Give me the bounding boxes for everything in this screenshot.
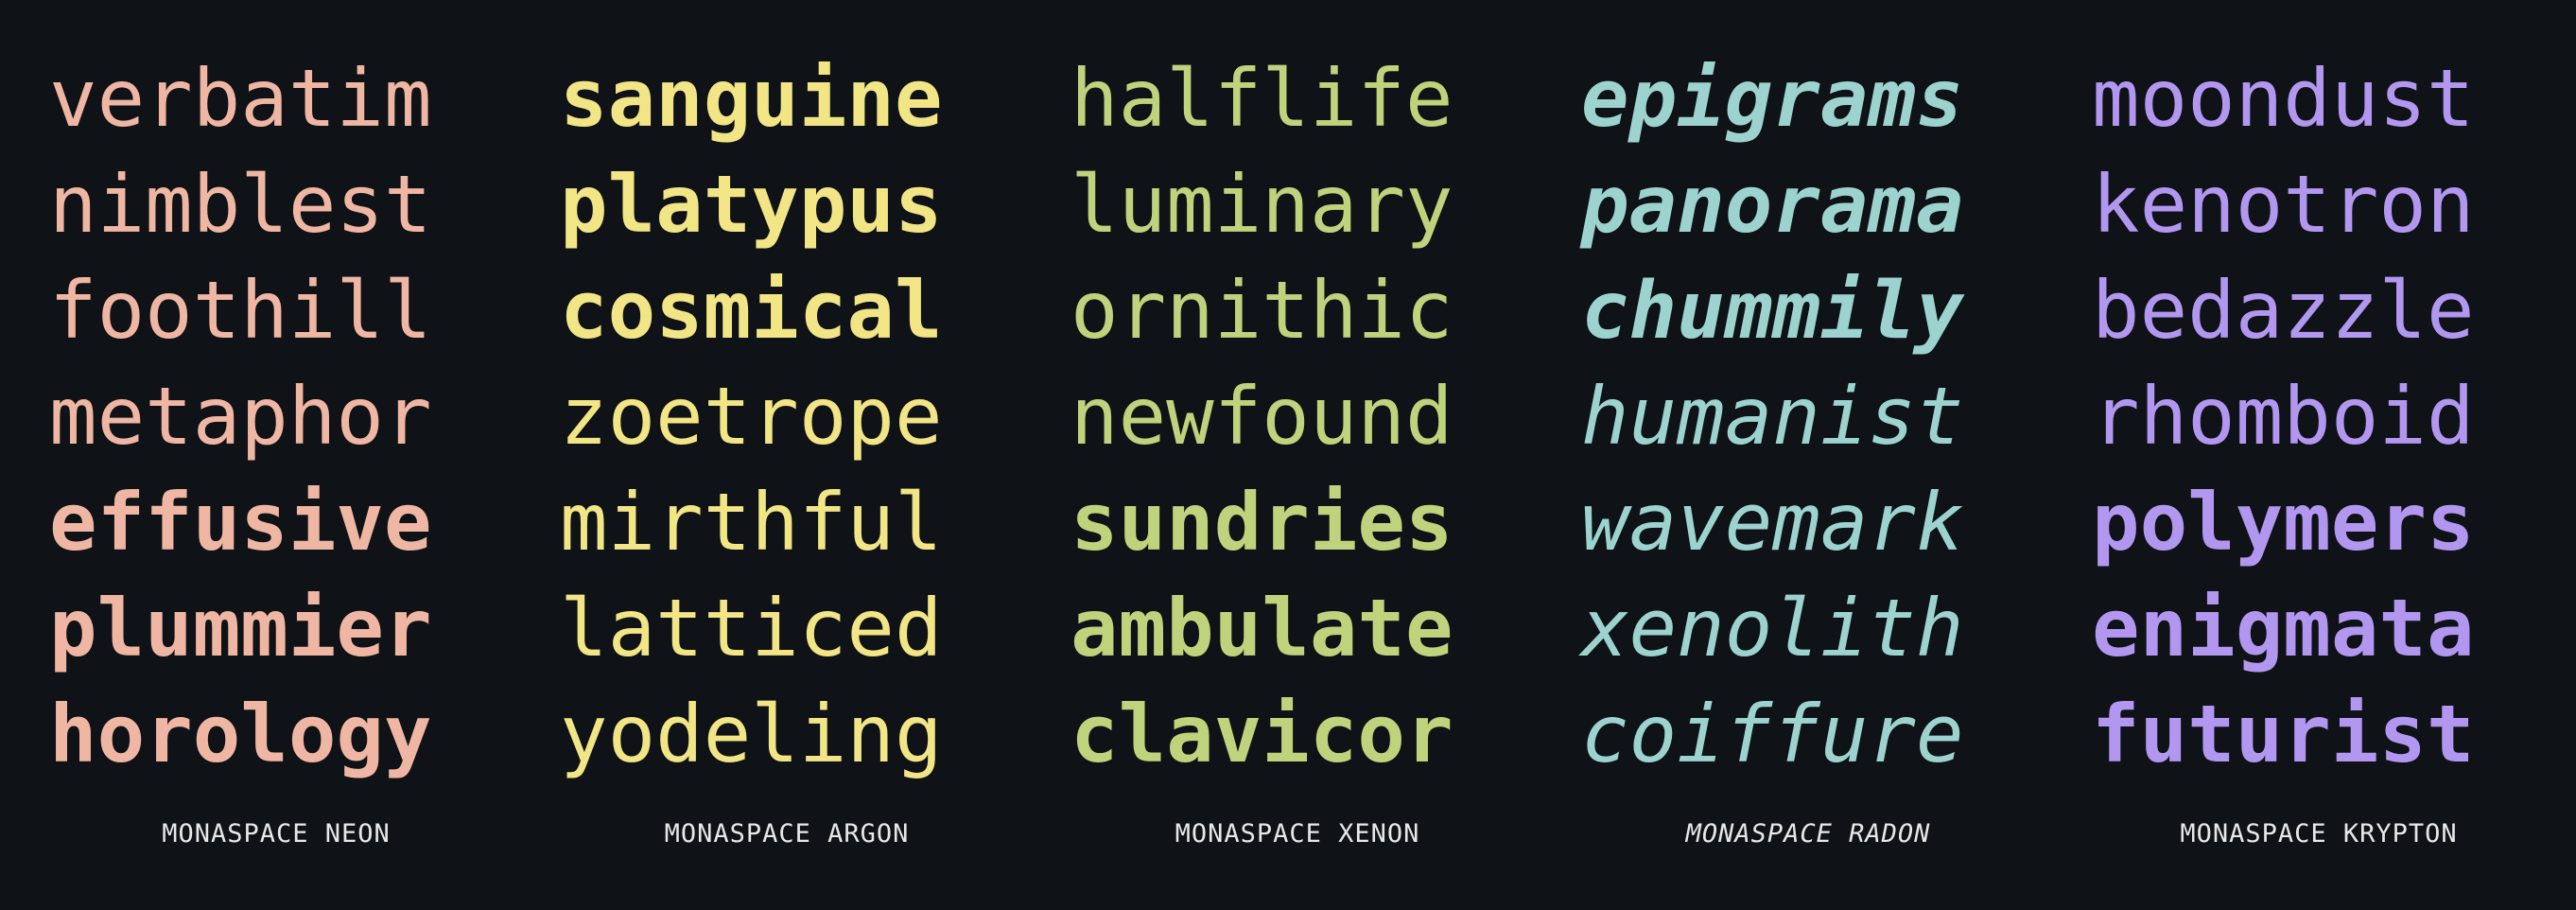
specimen-word: ambulate bbox=[1070, 582, 1453, 674]
specimen-word: kenotron bbox=[2092, 158, 2475, 251]
specimen-word: sundries bbox=[1070, 476, 1453, 569]
specimen-word: luminary bbox=[1070, 158, 1453, 251]
specimen-column-neon: verbatim nimblest foothill metaphor effu… bbox=[49, 45, 503, 787]
specimen-word: polymers bbox=[2092, 476, 2475, 569]
specimen-word: verbatim bbox=[49, 52, 432, 145]
specimen-word: coiffure bbox=[1581, 688, 1964, 780]
specimen-word: panorama bbox=[1581, 158, 1964, 251]
specimen-word: plummier bbox=[49, 582, 432, 674]
specimen-word: cosmical bbox=[560, 264, 943, 357]
specimen-word: effusive bbox=[49, 476, 432, 569]
specimen-word: foothill bbox=[49, 264, 432, 357]
font-label-xenon: MONASPACE XENON bbox=[1175, 819, 1420, 849]
specimen-column-krypton: moondust kenotron bedazzle rhomboid poly… bbox=[2092, 45, 2546, 787]
font-label-argon: MONASPACE ARGON bbox=[664, 819, 910, 849]
specimen-word: latticed bbox=[560, 582, 943, 674]
font-label-neon: MONASPACE NEON bbox=[162, 819, 391, 849]
specimen-word: futurist bbox=[2092, 688, 2475, 780]
specimen-word: zoetrope bbox=[560, 370, 943, 463]
specimen-word: halflife bbox=[1070, 52, 1453, 145]
specimen-word: enigmata bbox=[2092, 582, 2475, 674]
specimen-word: platypus bbox=[560, 158, 943, 251]
specimen-word: bedazzle bbox=[2092, 264, 2475, 357]
specimen-word: sanguine bbox=[560, 52, 943, 145]
specimen-word: wavemark bbox=[1581, 476, 1964, 569]
specimen-word: epigrams bbox=[1581, 52, 1964, 145]
specimen-word: newfound bbox=[1070, 370, 1453, 463]
specimen-word: clavicor bbox=[1070, 688, 1453, 780]
font-label-krypton: MONASPACE KRYPTON bbox=[2180, 819, 2458, 849]
specimen-word: moondust bbox=[2092, 52, 2475, 145]
specimen-word: chummily bbox=[1581, 264, 1964, 357]
specimen-column-argon: sanguine platypus cosmical zoetrope mirt… bbox=[560, 45, 1014, 787]
specimen-word: humanist bbox=[1581, 370, 1964, 463]
specimen-word: nimblest bbox=[49, 158, 432, 251]
font-label-radon: MONASPACE RADON bbox=[1685, 819, 1931, 849]
specimen-word: mirthful bbox=[560, 476, 943, 569]
specimen-column-xenon: halflife luminary ornithic newfound sund… bbox=[1070, 45, 1524, 787]
specimen-word: xenolith bbox=[1581, 582, 1964, 674]
specimen-word: yodeling bbox=[560, 688, 943, 780]
specimen-word: horology bbox=[49, 688, 432, 780]
specimen-column-radon: epigrams panorama chummily humanist wave… bbox=[1581, 45, 2035, 787]
specimen-word: ornithic bbox=[1070, 264, 1453, 357]
specimen-word: metaphor bbox=[49, 370, 432, 463]
specimen-word: rhomboid bbox=[2092, 370, 2475, 463]
